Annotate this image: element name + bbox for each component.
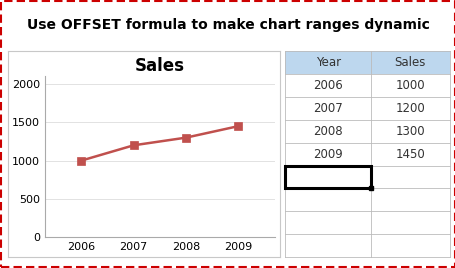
Text: Sales: Sales [394, 56, 425, 69]
Text: Year: Year [315, 56, 340, 69]
Text: Use OFFSET formula to make chart ranges dynamic: Use OFFSET formula to make chart ranges … [26, 18, 429, 32]
Text: 1450: 1450 [394, 148, 424, 161]
Bar [285, 166, 370, 188]
Bar [285, 51, 449, 74]
Text: 2008: 2008 [313, 125, 342, 138]
Text: 2009: 2009 [313, 148, 342, 161]
Text: 1000: 1000 [394, 79, 424, 92]
Text: 1300: 1300 [394, 125, 424, 138]
Text: 1200: 1200 [394, 102, 424, 115]
Text: 2006: 2006 [313, 79, 342, 92]
Title: Sales: Sales [135, 57, 184, 75]
Text: 2007: 2007 [313, 102, 342, 115]
